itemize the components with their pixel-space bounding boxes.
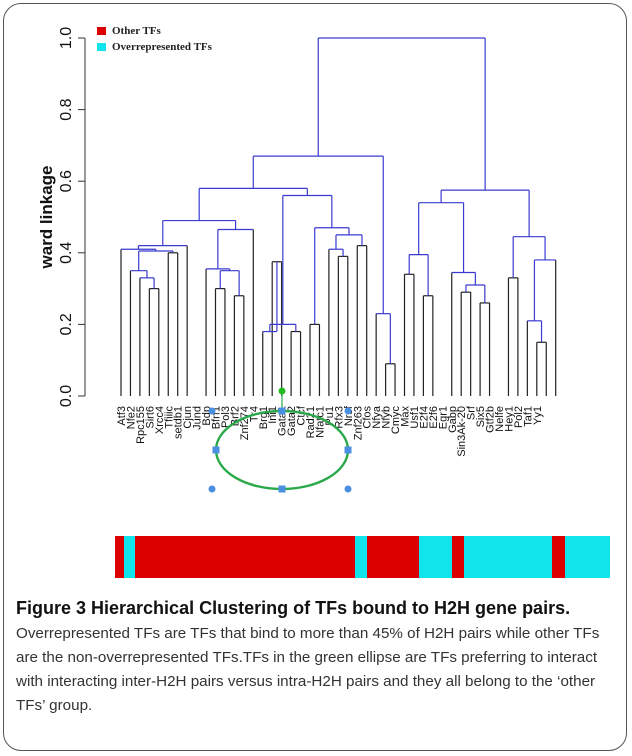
color-bar-segment [452, 536, 464, 578]
leaf-label: Nelfe [494, 406, 506, 432]
leaf-label: Taf1 [522, 406, 534, 427]
color-bar-segment [565, 536, 610, 578]
figure-frame [3, 3, 627, 751]
y-tick-label: 0.2 [58, 313, 75, 335]
leaf-label: Egr1 [437, 406, 449, 429]
dendrogram-chart: 0.0 0.2 0.4 0.6 0.8 1.0 ward linkage Atf3Nfe2Rp… [37, 25, 610, 578]
caption-body: Overrepresented TFs are TFs that bind to… [16, 625, 600, 714]
legend-swatch [97, 43, 106, 51]
leaf-label: Znf274 [239, 406, 251, 440]
selection-corner-handle [344, 407, 352, 415]
leaf-label: setdb1 [173, 406, 185, 439]
leaf-label: Nfyb [381, 406, 393, 429]
selection-corner-handle [344, 485, 352, 493]
leaf-label: E2f4 [418, 406, 430, 429]
leaf-label: Six5 [475, 406, 487, 427]
color-bar-segment [552, 536, 565, 578]
selection-side-handle [344, 446, 352, 454]
leaf-label: Atf3 [116, 406, 128, 426]
legend-label: Overrepresented TFs [112, 41, 213, 53]
y-tick-label: 0.4 [58, 242, 75, 264]
y-tick-label: 0.0 [58, 385, 75, 407]
leaf-label: Cfos [362, 406, 374, 429]
y-tick-label: 1.0 [58, 27, 75, 49]
color-bar-segment [355, 536, 367, 578]
rotation-handle [278, 387, 286, 395]
leaf-label: Max [400, 406, 412, 427]
leaf-label: Cjun [182, 406, 194, 429]
leaf-label: Ctcf [296, 405, 308, 426]
y-axis-label: ward linkage [37, 166, 56, 270]
color-bar-segment [124, 536, 135, 578]
color-bar-segment [115, 536, 124, 578]
legend-swatch [97, 27, 106, 35]
leaf-label: Sirt6 [144, 406, 156, 429]
leaf-label: Srf [466, 405, 478, 420]
leaf-label: Nfya [371, 405, 383, 429]
selection-side-handle [278, 407, 286, 415]
selection-side-handle [278, 485, 286, 493]
leaf-label: Tfiiic [163, 406, 175, 429]
color-bar-segment [419, 536, 452, 578]
leaf-label: E2f6 [428, 406, 440, 429]
figure-caption: Figure 3 Hierarchical Clustering of TFs … [16, 596, 618, 718]
leaf-label: Pol2 [513, 406, 525, 428]
leaf-label: Nfatc1 [314, 406, 326, 438]
leaf-label: Znf263 [352, 406, 364, 440]
y-tick-label: 0.6 [58, 170, 75, 192]
leaf-label: Nfe2 [125, 406, 137, 429]
leaf-label: Gtf2b [485, 406, 497, 433]
leaf-label: Yy1 [532, 406, 544, 425]
selection-corner-handle [208, 407, 216, 415]
selection-side-handle [212, 446, 220, 454]
color-bar-segment [367, 536, 419, 578]
leaf-label: Gata2 [286, 406, 298, 436]
leaf-label: Usf1 [409, 406, 421, 429]
leaf-label: Xrcc4 [154, 406, 166, 434]
leaf-label: Jund [192, 406, 204, 430]
leaf-label: Cmyc [390, 406, 402, 435]
color-bar-segment [464, 536, 552, 578]
color-bar-segment [135, 536, 355, 578]
leaf-label: Hey1 [503, 406, 515, 432]
caption-title: Figure 3 Hierarchical Clustering of TFs … [16, 598, 571, 618]
legend-label: Other TFs [112, 25, 162, 37]
leaf-label: Gabp [447, 406, 459, 433]
leaf-label: Sin3Ak-20 [456, 406, 468, 457]
leaf-label: Pol3 [220, 406, 232, 428]
leaf-label: Rpc155 [135, 406, 147, 444]
y-tick-label: 0.8 [58, 98, 75, 120]
selection-corner-handle [208, 485, 216, 493]
leaf-label: Rfx3 [333, 406, 345, 429]
